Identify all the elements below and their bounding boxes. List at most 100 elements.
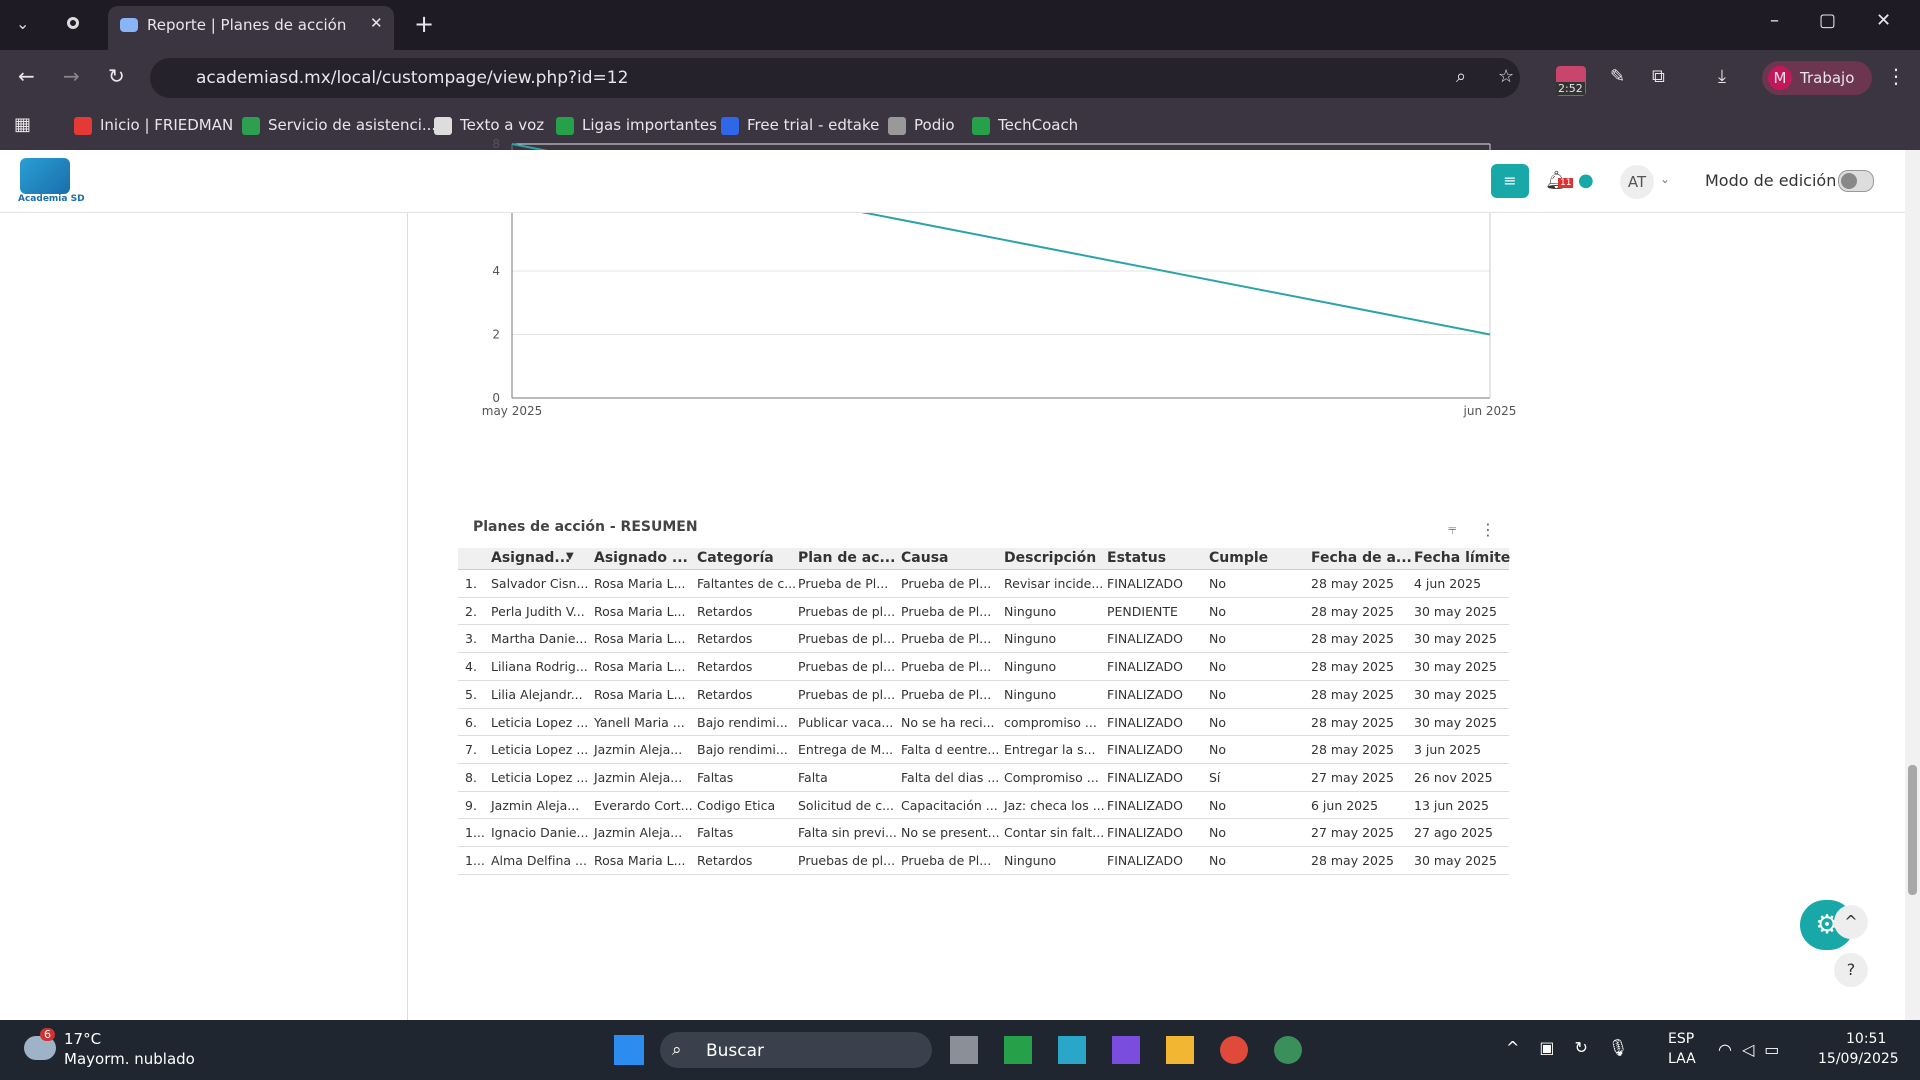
scroll-top[interactable]: ^ xyxy=(1834,905,1868,939)
column-header[interactable]: Estatus xyxy=(1107,550,1167,566)
window-controls[interactable]: –▢✕ xyxy=(1770,10,1920,31)
table-menu[interactable]: ⋮ xyxy=(1480,520,1496,539)
table-cell: Leticia Lopez ... xyxy=(491,742,589,758)
bookmark-icon[interactable] xyxy=(242,117,260,135)
app-icon[interactable] xyxy=(1058,1036,1086,1064)
table-cell: Martha Danie... xyxy=(491,631,588,647)
user-avatar[interactable]: AT xyxy=(1620,165,1654,199)
back-button[interactable]: ← xyxy=(18,64,35,88)
table-cell: FINALIZADO xyxy=(1107,853,1184,868)
table-cell: Solicitud de c... xyxy=(798,797,894,813)
table-cell: Rosa Maria L... xyxy=(594,631,686,647)
column-header[interactable]: Fecha límite xyxy=(1414,550,1511,566)
bookmark[interactable]: Servicio de asistenci... xyxy=(268,116,437,134)
table-row-line xyxy=(458,818,1509,820)
column-header[interactable]: Causa xyxy=(901,550,949,566)
pen-icon[interactable]: ✎ xyxy=(1610,66,1626,87)
table-cell: Prueba de Pl... xyxy=(901,659,992,675)
scroll-thumb[interactable] xyxy=(1908,765,1917,895)
table-cell: Jaz: checa los ... xyxy=(1004,797,1105,813)
table-cell: 28 may 2025 xyxy=(1311,576,1394,591)
table-cell: Prueba de Pl... xyxy=(901,631,992,647)
sort-arrow: ▼ xyxy=(566,551,574,562)
close-tab[interactable]: ✕ xyxy=(370,14,383,32)
table-cell: FINALIZADO xyxy=(1107,631,1184,647)
record-icon[interactable] xyxy=(67,17,79,29)
address-bar[interactable] xyxy=(150,58,1520,98)
filter-icon[interactable]: ⫧ xyxy=(1448,520,1457,538)
bookmark[interactable]: Podio xyxy=(914,116,955,134)
app-icon[interactable] xyxy=(1166,1036,1194,1064)
tray-icons[interactable]: ^▣↻🎙︎ xyxy=(1506,1038,1649,1057)
table-cell: Pruebas de pl... xyxy=(798,603,896,619)
new-tab[interactable]: + xyxy=(414,10,435,38)
logo-text: Academia SD xyxy=(18,194,85,204)
app-icon[interactable] xyxy=(1220,1036,1248,1064)
column-header[interactable]: Cumple xyxy=(1209,550,1269,566)
column-header[interactable]: Categoría xyxy=(697,550,774,566)
downloads-icon[interactable]: ⤓ xyxy=(1718,66,1726,87)
language[interactable]: ESP xyxy=(1668,1031,1695,1047)
table-cell: Prueba de Pl... xyxy=(901,576,992,591)
bookmark-icon[interactable] xyxy=(556,117,574,135)
bookmark[interactable]: Texto a voz xyxy=(460,116,545,134)
bookmark-icon[interactable] xyxy=(434,117,452,135)
app-icon[interactable] xyxy=(950,1036,978,1064)
bookmark-icon[interactable] xyxy=(972,117,990,135)
bookmark-icon[interactable] xyxy=(888,117,906,135)
column-header[interactable]: Descripción xyxy=(1004,550,1097,566)
column-header[interactable]: Asignad... xyxy=(491,550,571,566)
clock-date[interactable]: 15/09/2025 xyxy=(1818,1051,1899,1067)
app-icon[interactable] xyxy=(1274,1036,1302,1064)
bookmark[interactable]: Free trial - edtake xyxy=(747,116,880,134)
reload-button[interactable]: ↻ xyxy=(108,64,125,88)
search-box[interactable] xyxy=(660,1032,932,1068)
extensions-icon[interactable]: ⧉ xyxy=(1652,66,1665,87)
edit-mode-toggle[interactable] xyxy=(1838,170,1874,192)
column-header[interactable]: Plan de ac... xyxy=(798,550,896,566)
table-cell: 3 jun 2025 xyxy=(1414,742,1482,758)
keyboard-layout[interactable]: LAA xyxy=(1668,1051,1696,1067)
menu-button[interactable]: ⋮ xyxy=(1886,64,1906,88)
zoom-icon[interactable]: ⌕ xyxy=(1456,66,1467,87)
bookmark[interactable]: Inicio | FRIEDMAN xyxy=(100,116,234,134)
table-cell: No xyxy=(1209,659,1226,675)
apps-icon[interactable]: ▦ xyxy=(14,114,32,135)
menu-toggle[interactable]: ≡ xyxy=(1491,164,1529,198)
user-menu-caret[interactable]: ⌄ xyxy=(1660,172,1671,186)
table-cell: Perla Judith V... xyxy=(491,603,585,619)
table-cell: PENDIENTE xyxy=(1107,603,1178,619)
help-button[interactable]: ? xyxy=(1834,953,1868,987)
table-cell: Ninguno xyxy=(1004,603,1057,619)
clock-time[interactable]: 10:51 xyxy=(1846,1031,1887,1047)
system-icons[interactable]: ◠◁▭ xyxy=(1718,1040,1790,1059)
url[interactable]: academiasd.mx/local/custompage/view.php?… xyxy=(196,68,629,88)
search-text: Buscar xyxy=(706,1041,765,1061)
table-cell: Yanell Maria ... xyxy=(594,714,685,730)
active-tab[interactable] xyxy=(108,6,394,50)
table-cell: FINALIZADO xyxy=(1107,686,1184,702)
app-icon[interactable] xyxy=(1112,1036,1140,1064)
forward-button[interactable]: → xyxy=(63,64,80,88)
column-header[interactable]: Asignado ... xyxy=(594,550,688,566)
table-cell: Alma Delfina ... xyxy=(491,853,587,868)
table-cell: 30 may 2025 xyxy=(1414,686,1497,702)
bookmark[interactable]: TechCoach xyxy=(998,116,1079,134)
weather-text: Mayorm. nublado xyxy=(64,1050,195,1068)
app-icon[interactable] xyxy=(1004,1036,1032,1064)
table-cell: Falta del dias ... xyxy=(901,769,1000,785)
start-button[interactable] xyxy=(614,1035,644,1065)
bookmark-star[interactable]: ☆ xyxy=(1498,66,1515,87)
bookmark[interactable]: Ligas importantes xyxy=(582,116,717,134)
messages-icon[interactable]: ● xyxy=(1578,170,1594,191)
table-cell: Retardos xyxy=(697,603,753,619)
table-cell: Prueba de Pl... xyxy=(901,603,992,619)
column-header[interactable]: Fecha de a... xyxy=(1311,550,1412,566)
table-row-line xyxy=(458,596,1509,598)
tab-list[interactable]: ⌄ xyxy=(16,14,30,33)
bookmark-icon[interactable] xyxy=(721,117,739,135)
bookmark-icon[interactable] xyxy=(74,117,92,135)
logo-mark[interactable] xyxy=(20,158,70,194)
table-cell: 6 jun 2025 xyxy=(1311,797,1379,813)
table-cell: No xyxy=(1209,576,1226,591)
